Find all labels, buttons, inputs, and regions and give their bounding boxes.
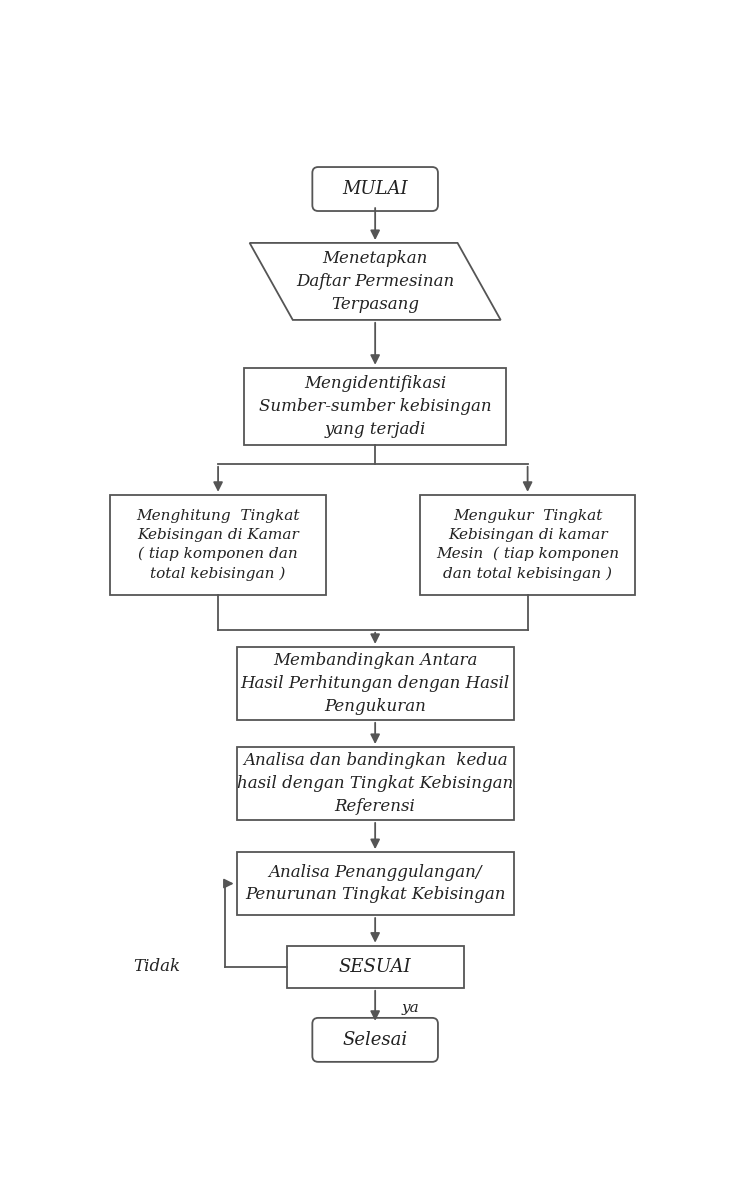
Text: Menghitung  Tingkat
Kebisingan di Kamar
( tiap komponen dan
total kebisingan ): Menghitung Tingkat Kebisingan di Kamar (… [136, 509, 300, 581]
Text: Mengidentifikasi
Sumber-sumber kebisingan
yang terjadi: Mengidentifikasi Sumber-sumber kebisinga… [259, 375, 491, 438]
Text: MULAI: MULAI [343, 180, 408, 198]
Bar [420, 494, 635, 594]
FancyBboxPatch shape [313, 1018, 438, 1062]
Bar [236, 852, 514, 915]
Text: Menetapkan
Daftar Permesinan
Terpasang: Menetapkan Daftar Permesinan Terpasang [296, 250, 455, 313]
Bar [244, 368, 506, 445]
Text: SESUAI: SESUAI [339, 958, 411, 976]
FancyBboxPatch shape [313, 167, 438, 211]
Bar [111, 494, 326, 594]
Bar [287, 946, 463, 988]
Text: Mengukur  Tingkat
Kebisingan di kamar
Mesin  ( tiap komponen
dan total kebisinga: Mengukur Tingkat Kebisingan di kamar Mes… [436, 509, 619, 581]
Bar [236, 747, 514, 820]
Text: Tidak: Tidak [133, 959, 180, 976]
Text: Selesai: Selesai [343, 1031, 408, 1049]
Text: Analisa Penanggulangan/
Penurunan Tingkat Kebisingan: Analisa Penanggulangan/ Penurunan Tingka… [245, 864, 505, 903]
Bar [236, 647, 514, 719]
Text: ya: ya [401, 1001, 419, 1015]
Polygon shape [250, 243, 501, 320]
Text: Analisa dan bandingkan  kedua
hasil dengan Tingkat Kebisingan
Referensi: Analisa dan bandingkan kedua hasil denga… [237, 752, 513, 814]
Text: Membandingkan Antara
Hasil Perhitungan dengan Hasil
Pengukuran: Membandingkan Antara Hasil Perhitungan d… [241, 652, 509, 715]
